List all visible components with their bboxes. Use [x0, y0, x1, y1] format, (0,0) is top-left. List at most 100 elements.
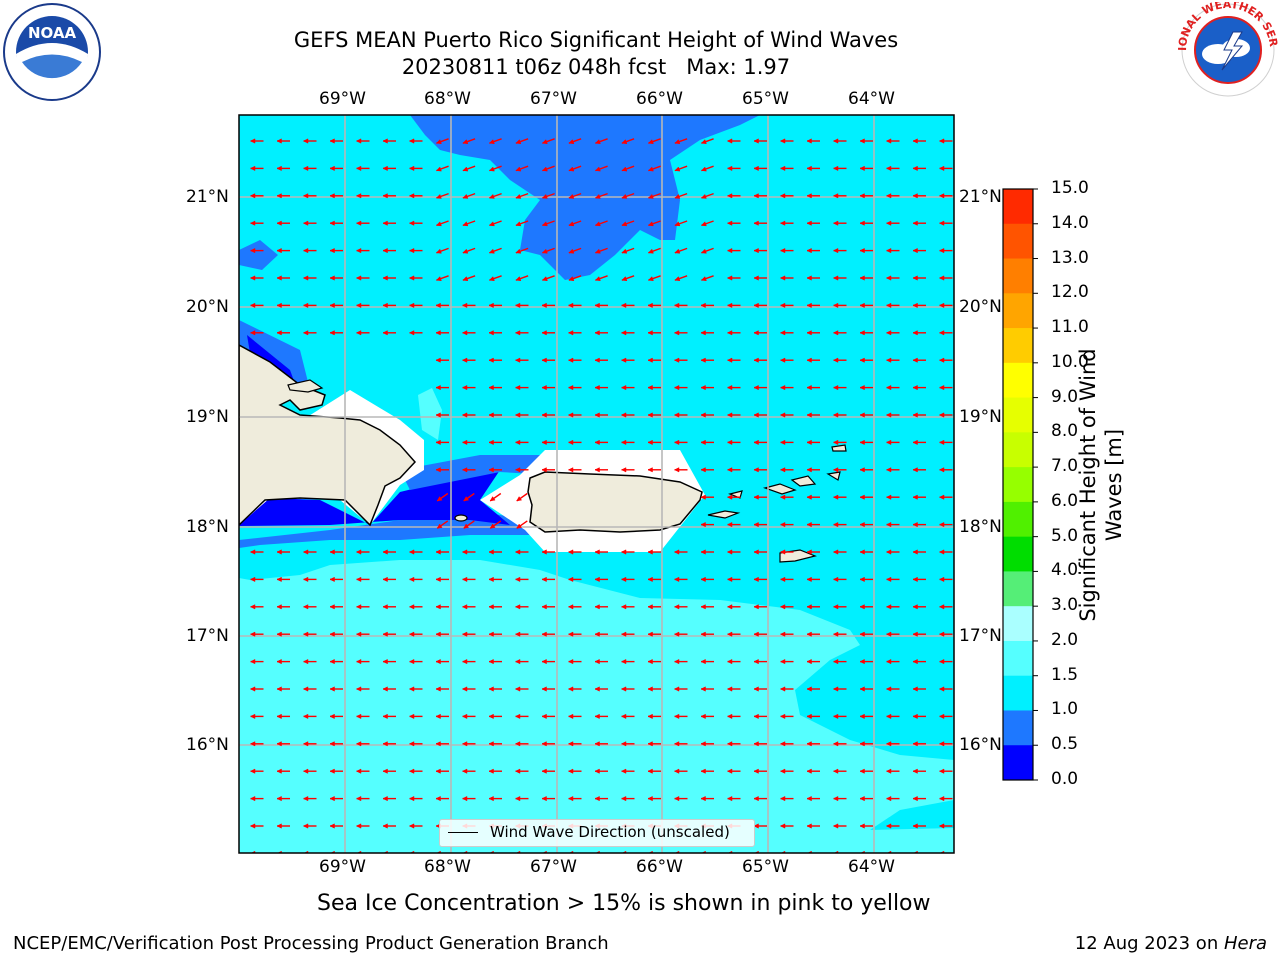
wind-wave-arrowhead [647, 248, 654, 254]
wind-wave-arrowhead [463, 496, 470, 502]
wind-wave-arrowhead [726, 165, 733, 172]
wind-wave-arrowhead [515, 139, 522, 144]
wind-wave-arrowhead [276, 549, 282, 555]
wind-wave-arrowhead [779, 768, 786, 774]
wind-wave-arrowhead [885, 165, 892, 172]
wind-wave-arrowhead [647, 576, 653, 583]
wind-wave-arrowhead [515, 248, 522, 254]
wind-wave-arrowhead [594, 384, 600, 391]
nws-logo: NATIONAL WEATHER SERVICE [1178, 2, 1278, 98]
wind-wave-arrowhead [568, 850, 574, 853]
wind-wave-arrowhead [567, 357, 574, 363]
colorbar-tick-label: 7.0 [1051, 456, 1079, 477]
wind-wave-arrowhead [514, 330, 521, 336]
wind-wave-arrow [648, 275, 661, 281]
land-mask-puerto-rico [480, 450, 705, 552]
wind-wave-arrowhead [249, 302, 256, 309]
wind-wave-arrowhead [489, 523, 496, 529]
wind-wave-arrowhead [939, 850, 945, 853]
wind-wave-arrowhead [700, 412, 706, 418]
wind-wave-arrowhead [621, 850, 627, 853]
colorbar-tick-label: 10.0 [1051, 351, 1089, 372]
wind-wave-arrow [701, 275, 714, 281]
wind-wave-arrowhead [938, 193, 945, 199]
wind-wave-arrow [568, 192, 582, 199]
wind-wave-arrowhead [488, 549, 494, 555]
wind-wave-arrowhead [938, 549, 945, 555]
wind-wave-arrowhead [832, 275, 839, 281]
wind-wave-arrowhead [806, 330, 812, 336]
wind-wave-arrowhead [488, 384, 494, 391]
wind-wave-arrowhead [461, 357, 468, 363]
lat-label-right-18n: 18°N [959, 517, 1002, 537]
wind-wave-arrowhead [621, 139, 628, 144]
wind-wave-arrowhead [408, 604, 415, 610]
wind-wave-arrowhead [488, 139, 495, 144]
lon-label-bottom-69w: 69°W [319, 857, 366, 877]
wind-wave-arrowhead [753, 247, 759, 254]
wind-wave-arrow [436, 192, 449, 199]
wind-wave-arrowhead [488, 193, 495, 199]
wind-wave-arrowhead [461, 795, 468, 802]
wind-wave-arrowhead [726, 467, 733, 473]
machine-name: Hera [1223, 933, 1267, 954]
lat-label-right-20n: 20°N [959, 297, 1002, 317]
wind-wave-arrowhead [302, 247, 309, 254]
wind-wave-arrowhead [355, 768, 362, 774]
wind-wave-arrowhead [912, 467, 918, 473]
wind-wave-arrowhead [673, 686, 680, 692]
wind-wave-arrowhead [461, 384, 468, 391]
wind-wave-arrow [489, 220, 502, 227]
wind-wave-arrowhead [408, 138, 415, 144]
wind-wave-arrowhead [885, 193, 892, 199]
wind-wave-arrowhead [594, 658, 600, 665]
wind-wave-arrowhead [408, 823, 415, 829]
wind-wave-arrowhead [355, 795, 362, 802]
wind-wave-arrowhead [567, 330, 574, 336]
wind-wave-arrowhead [779, 357, 786, 363]
wind-wave-arrowhead [832, 439, 839, 446]
colorbar [1003, 188, 1038, 781]
wind-wave-arrowhead [912, 604, 918, 610]
wind-wave-arrowhead [832, 330, 839, 336]
wind-wave-arrowhead [514, 412, 521, 418]
wind-wave-arrowhead [329, 330, 335, 336]
wind-wave-arrowhead [859, 604, 865, 610]
wind-wave-arrowhead [912, 549, 918, 555]
wind-wave-arrowhead [567, 768, 574, 774]
wind-wave-arrowhead [806, 658, 812, 665]
wind-wave-arrowhead [620, 302, 627, 309]
wind-wave-arrowhead [938, 467, 945, 473]
wind-wave-arrowhead [832, 494, 839, 500]
lat-label-right-19n: 19°N [959, 407, 1002, 427]
wind-wave-arrow [568, 138, 582, 144]
wind-wave-arrowhead [912, 330, 918, 336]
wind-wave-arrowhead [779, 795, 786, 802]
lon-label-top-69w: 69°W [319, 89, 366, 109]
wind-wave-arrowhead [541, 741, 547, 747]
wind-wave-arrowhead [435, 221, 442, 227]
colorbar-swatch [1003, 189, 1033, 225]
wind-wave-arrowhead [832, 768, 839, 774]
wind-wave-arrowhead [726, 138, 733, 144]
wind-wave-arrowhead [461, 658, 468, 665]
wind-wave-arrowhead [938, 741, 945, 747]
wind-wave-arrowhead [355, 247, 362, 254]
wind-wave-arrowhead [462, 850, 468, 853]
wind-wave-arrow [701, 247, 714, 254]
wind-wave-arrowhead [594, 302, 600, 309]
wind-wave-arrowhead [885, 658, 892, 665]
wind-wave-arrowhead [779, 247, 786, 254]
lon-label-bottom-68w: 68°W [424, 857, 471, 877]
lat-label-left-20n: 20°N [186, 297, 229, 317]
wind-wave-arrowhead [753, 631, 759, 637]
wind-wave-arrowhead [859, 439, 865, 446]
wind-wave-arrow [515, 165, 529, 172]
wind-wave-arrowhead [514, 549, 521, 555]
wind-wave-arrowhead [912, 384, 918, 391]
wind-wave-arrowhead [726, 384, 733, 391]
wind-wave-arrowhead [355, 631, 362, 637]
wind-wave-arrowhead [806, 247, 812, 254]
wind-wave-arrowhead [647, 330, 653, 336]
wind-wave-arrowhead [806, 521, 812, 528]
